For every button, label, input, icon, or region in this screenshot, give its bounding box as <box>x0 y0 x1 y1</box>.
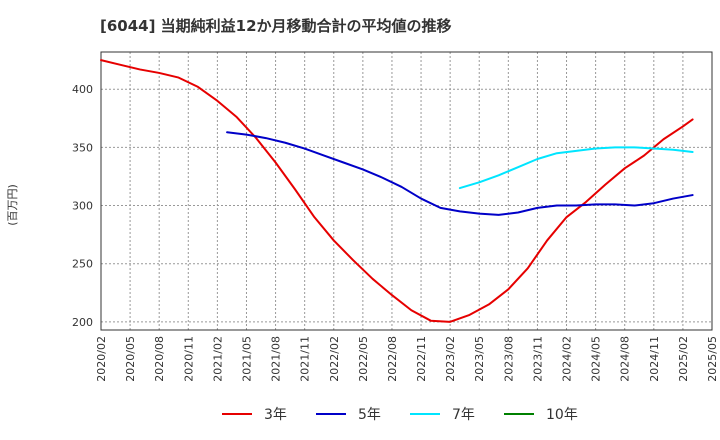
x-tick-label: 2022/08 <box>386 336 399 382</box>
x-tick-label: 2023/11 <box>531 336 544 382</box>
x-tick-label: 2024/02 <box>561 336 574 382</box>
plot-frame <box>100 51 713 331</box>
x-tick-label: 2021/11 <box>299 336 312 382</box>
y-tick-label: 200 <box>72 316 93 329</box>
x-tick-label: 2022/02 <box>328 336 341 382</box>
x-tick-label: 2021/05 <box>240 336 253 382</box>
x-tick-label: 2022/05 <box>357 336 370 382</box>
x-tick-label: 2020/02 <box>95 336 108 382</box>
x-tick-label: 2022/11 <box>415 336 428 382</box>
series-line-3 <box>458 146 694 190</box>
plot-area: 200 250 300 350 400 2020/02 2020/05 2020/08 2020… <box>72 51 719 382</box>
x-tick-label: 2020/11 <box>182 336 195 382</box>
x-tick-label: 2023/05 <box>473 336 486 382</box>
x-tick-label: 2025/02 <box>677 336 690 382</box>
y-tick-label: 350 <box>72 141 93 154</box>
legend-label-3: 7年 <box>452 407 475 423</box>
x-tick-label: 2021/08 <box>270 336 283 382</box>
legend-label-4: 10年 <box>546 407 578 423</box>
legend-label-1: 3年 <box>264 407 287 423</box>
x-tick-label: 2020/05 <box>124 336 137 382</box>
y-tick-label: 300 <box>72 200 93 213</box>
legend-label-2: 5年 <box>358 407 381 423</box>
series-line-1 <box>100 59 694 323</box>
x-tick-label: 2023/02 <box>444 336 457 382</box>
legend: 3年 5年 7年 10年 <box>222 407 578 423</box>
x-tick-label: 2024/11 <box>648 336 661 382</box>
y-tick-label: 400 <box>72 83 93 96</box>
chart-title: [6044] 当期純利益12か月移動合計の平均値の推移 <box>100 17 452 35</box>
x-tick-label: 2021/02 <box>211 336 224 382</box>
y-tick-label: 250 <box>72 258 93 271</box>
series-line-2 <box>226 131 694 216</box>
x-tick-label: 2020/08 <box>153 336 166 382</box>
x-tick-label: 2025/05 <box>706 336 719 382</box>
x-tick-label: 2024/08 <box>619 336 632 382</box>
x-tick-label: 2024/05 <box>590 336 603 382</box>
x-tick-label: 2023/08 <box>502 336 515 382</box>
y-axis-label: (百万円) <box>6 184 19 226</box>
